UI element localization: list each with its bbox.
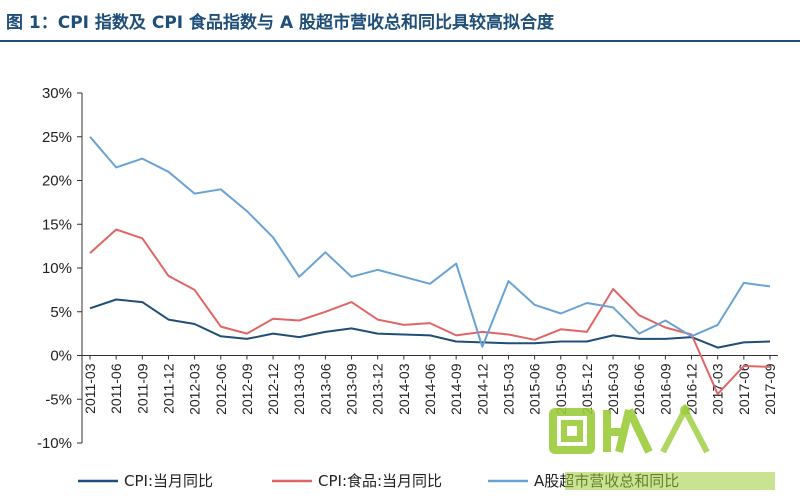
x-tick-label: 2015-06 [527, 363, 543, 415]
x-tick-label: 2017-09 [762, 363, 778, 415]
x-tick-label: 2012-06 [213, 363, 229, 415]
x-tick-label: 2012-03 [187, 363, 203, 415]
x-tick-label: 2016-06 [631, 363, 647, 415]
x-tick-label: 2017-03 [710, 363, 726, 415]
x-tick-label: 2015-03 [500, 363, 516, 415]
x-tick-label: 2013-09 [344, 363, 360, 415]
y-tick-label: -10% [37, 435, 72, 452]
y-tick-label: 25% [42, 129, 72, 146]
x-tick-label: 2017-06 [736, 363, 752, 415]
x-tick-label: 2013-03 [291, 363, 307, 415]
x-tick-label: 2016-12 [684, 363, 700, 415]
x-tick-label: 2014-12 [474, 363, 490, 415]
x-tick-label: 2011-09 [134, 363, 150, 414]
series-lines [89, 136, 771, 395]
x-tick-label: 2012-09 [239, 363, 255, 415]
x-tick-label: 2013-12 [370, 363, 386, 415]
x-tick-label: 2011-12 [160, 363, 176, 414]
y-tick-label: 0% [50, 348, 72, 365]
series-line-1 [89, 298, 771, 349]
legend-label-1: CPI:当月同比 [124, 472, 213, 490]
x-tick-label: 2011-03 [82, 363, 98, 414]
legend-label-2: CPI:食品:当月同比 [318, 472, 442, 490]
title-bar: 图 1：CPI 指数及 CPI 食品指数与 A 股超市营收总和同比具较高拟合度 [0, 0, 800, 42]
y-tick-label: -5% [45, 391, 72, 408]
y-tick-label: 5% [50, 304, 72, 321]
series-line-2 [89, 228, 771, 395]
y-tick-label: 15% [42, 216, 72, 233]
y-axis-ticks: -10% -5% 0% 5% 10% 15% 20% 25% 30% [37, 85, 82, 452]
x-tick-label: 2014-06 [422, 363, 438, 415]
y-tick-label: 20% [42, 173, 72, 190]
x-tick-label: 2012-12 [265, 363, 281, 415]
x-tick-label: 2016-03 [605, 363, 621, 415]
y-tick-label: 10% [42, 260, 72, 277]
x-tick-label: 2013-06 [317, 363, 333, 415]
x-axis-ticks: 2011-03 2011-06 2011-09 2011-12 2012-03 2012-… [82, 355, 778, 415]
x-tick-label: 2014-03 [396, 363, 412, 415]
series-line-3 [89, 136, 771, 348]
x-tick-label: 2015-09 [553, 363, 569, 415]
x-tick-label: 2016-09 [657, 363, 673, 415]
recycle-logo-watermark [549, 403, 775, 490]
x-tick-label: 2015-12 [579, 363, 595, 415]
x-tick-label: 2014-09 [448, 363, 464, 415]
chart-title: 图 1：CPI 指数及 CPI 食品指数与 A 股超市营收总和同比具较高拟合度 [6, 13, 555, 33]
x-tick-label: 2011-06 [108, 363, 124, 414]
y-tick-label: 30% [42, 85, 72, 102]
